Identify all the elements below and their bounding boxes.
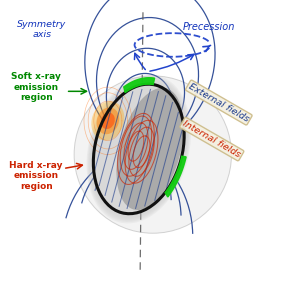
- Ellipse shape: [89, 79, 188, 219]
- Ellipse shape: [90, 80, 187, 218]
- Ellipse shape: [88, 76, 190, 222]
- Ellipse shape: [86, 74, 191, 223]
- Text: Precession: Precession: [183, 22, 235, 32]
- Ellipse shape: [97, 107, 119, 134]
- Polygon shape: [124, 78, 154, 93]
- Polygon shape: [165, 156, 186, 197]
- Text: Internal fields: Internal fields: [181, 119, 242, 159]
- Ellipse shape: [101, 113, 115, 129]
- Ellipse shape: [88, 77, 189, 221]
- Text: Soft x-ray
emission
region: Soft x-ray emission region: [11, 72, 61, 102]
- Ellipse shape: [91, 101, 124, 140]
- Ellipse shape: [93, 84, 184, 214]
- Text: Hard x-ray
emission
region: Hard x-ray emission region: [9, 161, 63, 191]
- Text: Symmetry
axis: Symmetry axis: [17, 20, 66, 39]
- Text: External fields: External fields: [187, 82, 250, 123]
- Ellipse shape: [116, 88, 184, 210]
- Ellipse shape: [74, 76, 232, 233]
